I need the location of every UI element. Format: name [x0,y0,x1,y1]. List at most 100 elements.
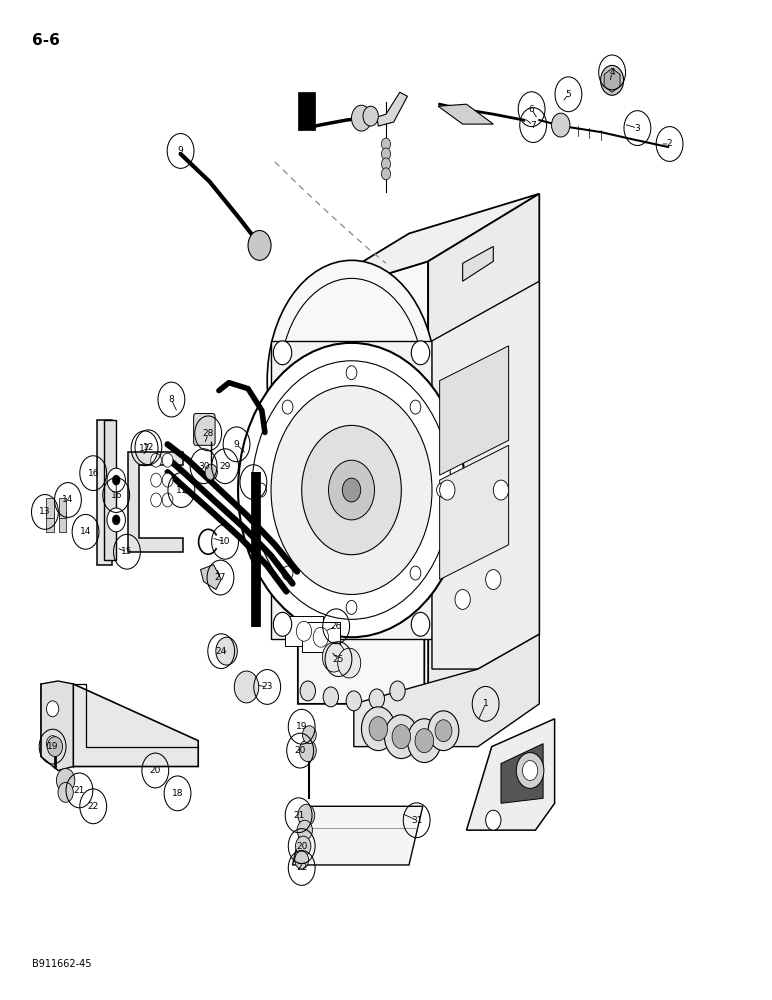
Circle shape [390,681,405,701]
Circle shape [296,621,312,641]
Polygon shape [127,452,183,552]
Text: 1: 1 [482,699,489,708]
Circle shape [323,687,338,707]
Text: 6: 6 [529,105,534,114]
Text: 16: 16 [87,469,99,478]
Circle shape [381,148,391,160]
Text: 19: 19 [47,742,59,751]
Circle shape [151,453,161,467]
Circle shape [323,642,345,672]
Circle shape [273,341,292,365]
Text: 17: 17 [139,444,151,453]
Circle shape [234,671,259,703]
Polygon shape [59,512,66,532]
Text: 15: 15 [121,547,133,556]
Circle shape [256,483,266,497]
Text: 6-6: 6-6 [32,33,59,48]
Circle shape [113,475,120,485]
Circle shape [410,566,421,580]
Polygon shape [59,498,66,518]
Text: 14: 14 [63,495,73,504]
Circle shape [162,493,173,507]
Circle shape [303,726,317,744]
Polygon shape [354,634,540,747]
Circle shape [297,820,313,840]
Circle shape [46,736,59,752]
Text: 21: 21 [74,786,85,795]
FancyBboxPatch shape [298,92,315,130]
Circle shape [346,600,357,614]
Circle shape [486,810,501,830]
Circle shape [410,400,421,414]
Circle shape [298,804,315,826]
Circle shape [392,725,411,749]
Polygon shape [462,246,493,281]
Circle shape [46,701,59,717]
Text: 7: 7 [251,478,256,487]
Text: 9: 9 [234,440,239,449]
Text: 4: 4 [609,68,615,77]
Circle shape [346,366,357,380]
Polygon shape [201,565,222,589]
Text: 8: 8 [168,395,174,404]
Polygon shape [432,281,540,669]
Polygon shape [97,420,113,565]
Circle shape [273,612,292,636]
Polygon shape [466,719,554,830]
Text: 11: 11 [175,486,187,495]
Text: 20: 20 [294,746,306,755]
Circle shape [113,515,120,525]
Circle shape [300,681,316,701]
Circle shape [162,453,173,467]
Text: 28: 28 [202,429,214,438]
Circle shape [369,689,384,709]
Circle shape [363,106,378,126]
Circle shape [551,113,570,137]
Circle shape [408,719,441,763]
Circle shape [455,589,470,609]
Circle shape [283,566,293,580]
Circle shape [486,570,501,589]
Circle shape [361,707,395,751]
Circle shape [346,691,361,711]
Circle shape [384,715,418,759]
Text: 26: 26 [330,622,342,631]
Circle shape [296,836,311,856]
Circle shape [248,231,271,260]
Text: 2: 2 [667,139,672,148]
Polygon shape [41,681,73,770]
Polygon shape [46,498,54,518]
Circle shape [238,343,465,637]
Circle shape [493,480,509,500]
Text: 20: 20 [296,842,307,851]
Polygon shape [285,616,323,646]
Text: 20: 20 [150,766,161,775]
Text: B911662-45: B911662-45 [32,959,91,969]
Circle shape [295,851,309,869]
Circle shape [47,737,63,757]
Polygon shape [271,341,432,639]
Text: 25: 25 [333,655,344,664]
Circle shape [342,478,361,502]
Text: 31: 31 [411,816,422,825]
Polygon shape [302,622,340,652]
Text: 7: 7 [530,121,536,130]
FancyBboxPatch shape [194,413,215,445]
Circle shape [271,386,432,594]
Polygon shape [439,445,509,580]
Circle shape [216,637,237,665]
Text: 16: 16 [110,491,122,500]
Polygon shape [439,346,509,475]
Polygon shape [438,104,493,124]
Circle shape [162,473,173,487]
Polygon shape [104,420,117,560]
Text: 5: 5 [566,90,571,99]
Circle shape [415,729,434,753]
Circle shape [56,768,75,792]
Circle shape [601,65,624,95]
Circle shape [329,460,374,520]
Circle shape [107,468,125,492]
Circle shape [283,400,293,414]
Circle shape [437,483,447,497]
Circle shape [369,717,388,741]
